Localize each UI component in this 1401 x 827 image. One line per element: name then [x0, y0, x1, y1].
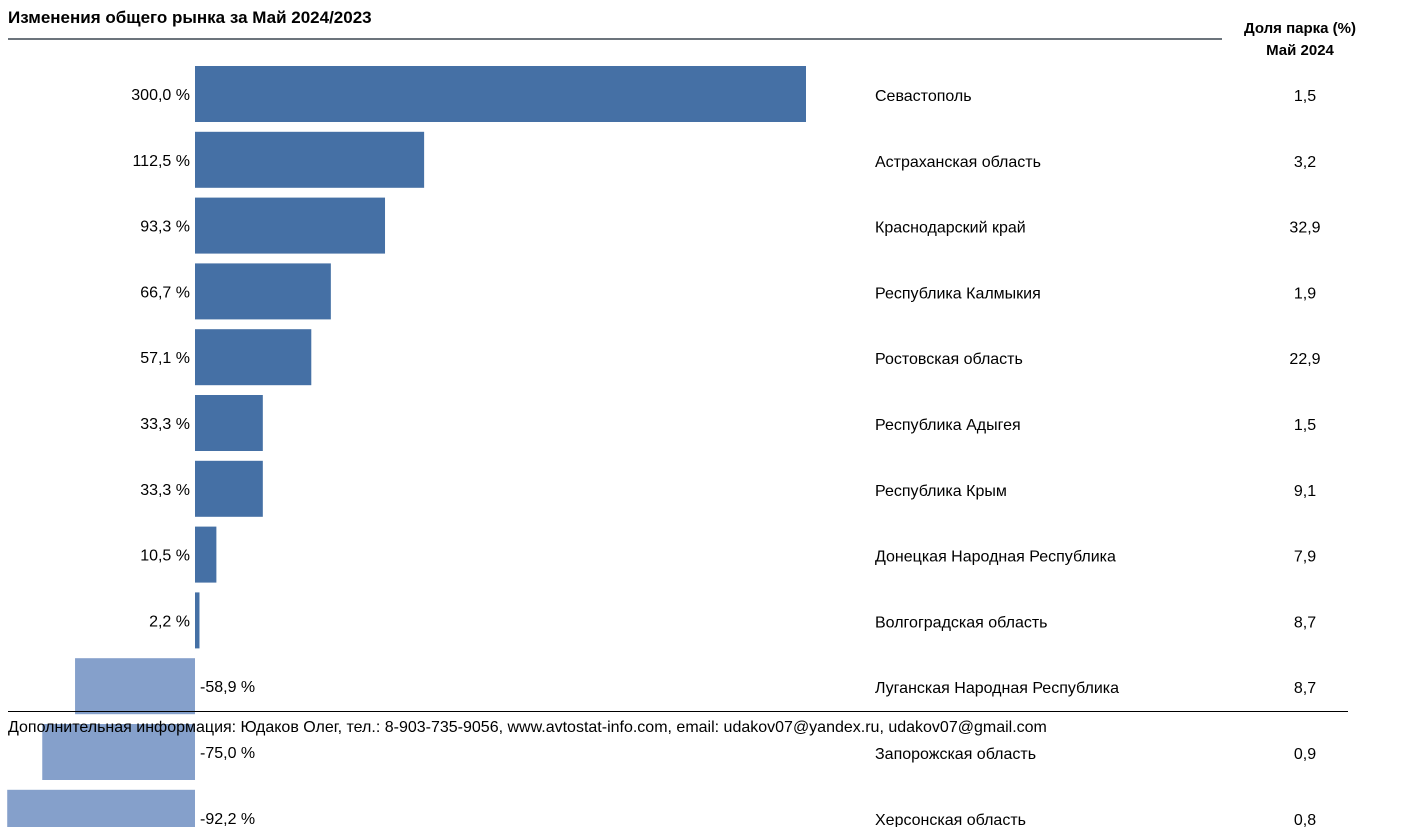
bar-value-label: 10,5 %: [140, 548, 190, 565]
region-label: Волгоградская область: [875, 614, 1048, 631]
region-label: Запорожская область: [875, 746, 1036, 763]
bar: [195, 395, 263, 451]
share-value: 0,9: [1294, 746, 1316, 763]
bar-value-label: 93,3 %: [140, 219, 190, 236]
chart-title: Изменения общего рынка за Май 2024/2023: [8, 8, 372, 27]
share-value: 3,2: [1294, 154, 1316, 171]
share-value: 0,8: [1294, 812, 1316, 827]
share-value: 1,9: [1294, 285, 1316, 302]
bar: [195, 592, 200, 649]
share-value: 32,9: [1289, 220, 1320, 237]
region-label: Херсонская область: [875, 812, 1026, 827]
title-divider: [8, 38, 1222, 40]
bar-value-label: -92,2 %: [200, 811, 255, 827]
share-column-header: Доля парка (%) Май 2024: [1230, 18, 1370, 62]
bar: [195, 131, 425, 188]
bar-value-label: 57,1 %: [140, 350, 190, 367]
share-value: 22,9: [1289, 351, 1320, 368]
bar-value-label: 33,3 %: [140, 482, 190, 499]
share-value: 8,7: [1294, 680, 1316, 697]
region-label: Астраханская область: [875, 154, 1041, 171]
share-value: 1,5: [1294, 88, 1316, 105]
share-value: 1,5: [1294, 417, 1316, 434]
bar: [195, 263, 331, 320]
region-label: Донецкая Народная Республика: [875, 549, 1116, 566]
region-label: Республика Адыгея: [875, 417, 1021, 434]
region-label: Ростовская область: [875, 351, 1023, 368]
footer-divider: [8, 711, 1348, 712]
bar: [195, 460, 263, 517]
bar-value-label: 2,2 %: [149, 613, 190, 630]
bar: [195, 66, 806, 122]
bar: [7, 789, 196, 827]
bar: [195, 197, 386, 254]
bar: [42, 724, 195, 780]
share-header-line2: Май 2024: [1266, 42, 1334, 59]
share-header-line1: Доля парка (%): [1243, 20, 1357, 37]
bar-value-label: -75,0 %: [200, 745, 255, 762]
bar-value-label: 112,5 %: [132, 153, 190, 170]
share-value: 7,9: [1294, 549, 1316, 566]
share-value: 9,1: [1294, 483, 1316, 500]
footer-contact-info: Дополнительная информация: Юдаков Олег, …: [8, 719, 1047, 736]
bar: [195, 526, 217, 583]
region-label: Севастополь: [875, 88, 972, 105]
region-label: Краснодарский край: [875, 220, 1026, 237]
bar: [75, 658, 195, 715]
bar: [195, 329, 312, 386]
bar-value-label: -58,9 %: [200, 679, 255, 696]
region-label: Республика Калмыкия: [875, 285, 1041, 302]
bar-value-label: 66,7 %: [140, 284, 190, 301]
bar-value-label: 33,3 %: [140, 416, 190, 433]
region-label: Луганская Народная Республика: [875, 680, 1119, 697]
bar-value-label: 300,0 %: [131, 87, 190, 104]
share-value: 8,7: [1294, 614, 1316, 631]
region-label: Республика Крым: [875, 483, 1007, 500]
